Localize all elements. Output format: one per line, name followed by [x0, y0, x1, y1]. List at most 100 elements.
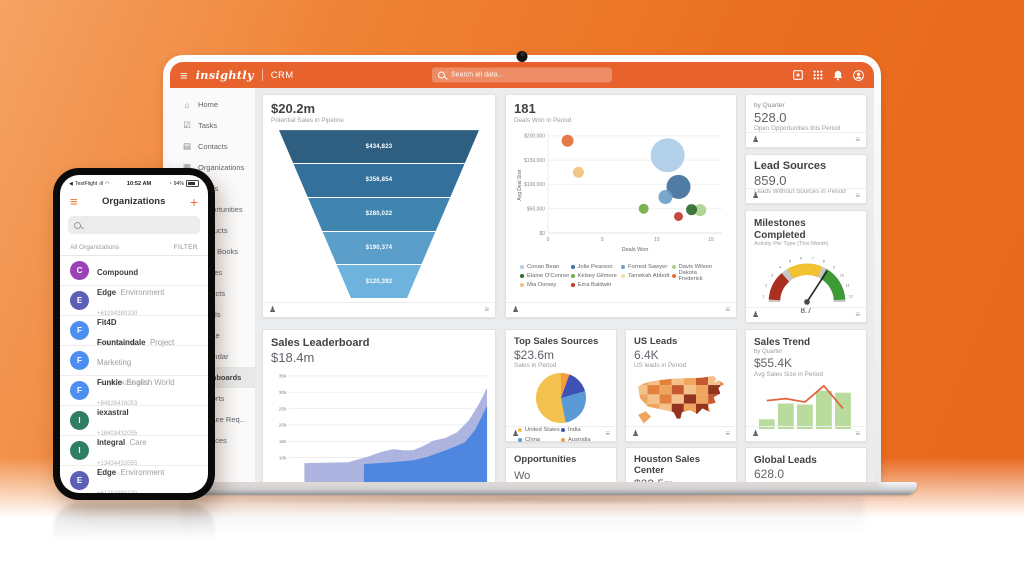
- tile-top-sales-sources: Top Sales Sources $23.6m Sales in Period…: [505, 329, 617, 443]
- pie-chart: [536, 373, 586, 424]
- trend-bar: [796, 404, 813, 429]
- owner-icon[interactable]: ♟: [512, 305, 520, 314]
- trend-bar: [816, 390, 832, 429]
- notifications-bell-icon[interactable]: [833, 70, 843, 81]
- tile-menu-icon[interactable]: ≡: [855, 429, 860, 438]
- avatar: E: [70, 291, 89, 310]
- owner-icon[interactable]: ♟: [752, 310, 760, 319]
- svg-text:35k: 35k: [279, 374, 287, 380]
- list-item[interactable]: F Fountaindale Project Marketing +61 (02)…: [60, 338, 208, 387]
- hamburger-menu-icon[interactable]: ≡: [180, 67, 188, 83]
- bubble-chart-legend: Conan Bean Jolie Pearson Forrest Sawyer …: [514, 260, 728, 289]
- phone-screen: ◀ TestFlight ıll ◠ 10:52 AM ◔ 94% ≡ Orga…: [60, 175, 208, 493]
- legend-dot: [520, 264, 524, 269]
- profile-icon[interactable]: [853, 69, 864, 81]
- list-item[interactable]: I iexastral +16403432055: [60, 406, 208, 437]
- tile-title: Lead Sources: [754, 160, 827, 172]
- tile-menu-icon[interactable]: ≡: [855, 310, 860, 319]
- navbar-icons: [793, 69, 864, 81]
- tile-value: 181: [514, 101, 536, 116]
- owner-icon[interactable]: ♟: [752, 135, 760, 144]
- list-item[interactable]: E Edge Environment+61294380100: [60, 466, 208, 493]
- tile-value: 859.0: [754, 172, 787, 188]
- app-body: ⌂Home ☑Tasks ▤Contacts ▦Organizations ◎L…: [170, 88, 874, 482]
- tasks-icon: ☑: [183, 120, 191, 130]
- owner-icon[interactable]: ♟: [512, 429, 520, 438]
- battery-icon: [186, 180, 199, 187]
- tile-menu-icon[interactable]: ≡: [484, 305, 489, 314]
- owner-icon[interactable]: ♟: [752, 191, 760, 200]
- laptop-screen: ≡ insightly CRM ⌂Home ☑Tasks: [170, 62, 874, 482]
- tile-value: $23.5m: [634, 477, 728, 482]
- phone-hamburger-icon[interactable]: ≡: [70, 194, 78, 209]
- sidebar-item-organizations[interactable]: ▦ Organizations: [182, 162, 245, 172]
- avatar: E: [70, 471, 89, 490]
- owner-icon[interactable]: ♟: [752, 429, 760, 438]
- svg-text:$0: $0: [539, 231, 545, 237]
- list-item[interactable]: E Edge Environment+61294380100: [60, 286, 208, 317]
- sidebar-item-contacts[interactable]: ▤ Contacts: [182, 141, 228, 151]
- funnel-segment: $356,854: [279, 163, 479, 198]
- tile-period: by Quarter: [754, 348, 783, 355]
- tile-opportunities: Opportunities Wo: [505, 447, 617, 482]
- tile-menu-icon[interactable]: ≡: [855, 191, 860, 200]
- list-item[interactable]: I Integral Care +13434432055: [60, 436, 208, 467]
- trend-bar: [777, 403, 794, 429]
- avatar: I: [70, 411, 89, 430]
- tile-menu-icon[interactable]: ≡: [725, 305, 730, 314]
- tile-subtitle: Deals Won in Period: [514, 116, 572, 124]
- laptop-base: [127, 482, 917, 495]
- funnel-segment: $120,392: [279, 265, 479, 299]
- tile-lead-sources: Lead Sources 859.0 Leads Without Sources…: [745, 154, 867, 204]
- list-item[interactable]: F Funkie English World +84926416053: [60, 376, 208, 407]
- svg-text:0: 0: [547, 237, 550, 243]
- phone-reflection: [53, 503, 215, 551]
- apps-grid-icon[interactable]: [813, 70, 823, 80]
- sidebar-item-tasks[interactable]: ☑ Tasks: [183, 120, 218, 130]
- filter-button[interactable]: FILTER: [173, 243, 198, 251]
- list-scope-label: All Organizations: [70, 243, 120, 251]
- alarm-icon: ◔: [168, 180, 172, 187]
- legend-dot: [621, 264, 625, 269]
- sidebar-item-home[interactable]: ⌂ Home: [170, 94, 255, 115]
- avatar: I: [70, 441, 89, 460]
- list-item[interactable]: F Fit4D (570)780-5791: [60, 316, 208, 347]
- svg-text:25k: 25k: [279, 407, 287, 413]
- legend-dot: [520, 282, 524, 287]
- tile-menu-icon[interactable]: ≡: [725, 429, 730, 438]
- svg-text:11: 11: [846, 284, 850, 288]
- back-to-app-icon[interactable]: ◀: [69, 180, 73, 187]
- wifi-icon: ◠: [104, 180, 110, 187]
- tile-open-opportunities: by Quarter 528.0 Open Opportunities this…: [745, 94, 867, 148]
- svg-text:10: 10: [654, 237, 660, 243]
- phone-search-field[interactable]: [68, 216, 200, 234]
- webcam-icon: [516, 51, 528, 62]
- tile-menu-icon[interactable]: ≡: [605, 429, 610, 438]
- owner-icon[interactable]: ♟: [632, 429, 640, 438]
- alaska-shape: [638, 411, 652, 424]
- add-organization-icon[interactable]: +: [189, 193, 198, 210]
- list-item[interactable]: C Compound: [60, 256, 208, 286]
- svg-text:15: 15: [708, 237, 714, 243]
- owner-icon[interactable]: ♟: [269, 305, 277, 314]
- legend-dot: [621, 273, 625, 278]
- tile-subtitle: Potential Sales in Pipeline: [271, 116, 344, 124]
- svg-text:5: 5: [789, 260, 791, 264]
- svg-text:9: 9: [833, 266, 835, 270]
- tile-title: Houston Sales Center: [634, 454, 700, 476]
- legend-dot: [671, 273, 676, 278]
- svg-text:12: 12: [849, 295, 853, 299]
- legend-dot: [520, 273, 524, 278]
- svg-text:$100,000: $100,000: [524, 182, 545, 188]
- add-record-icon[interactable]: [793, 70, 803, 80]
- svg-text:20k: 20k: [279, 423, 287, 429]
- tile-value: $18.4m: [271, 349, 315, 365]
- gauge-value: 8.7: [800, 306, 812, 316]
- global-search[interactable]: [432, 67, 612, 83]
- legend-dot: [570, 264, 575, 269]
- legend-dot: [570, 273, 575, 278]
- search-input[interactable]: [449, 70, 606, 80]
- tile-menu-icon[interactable]: ≡: [855, 135, 860, 144]
